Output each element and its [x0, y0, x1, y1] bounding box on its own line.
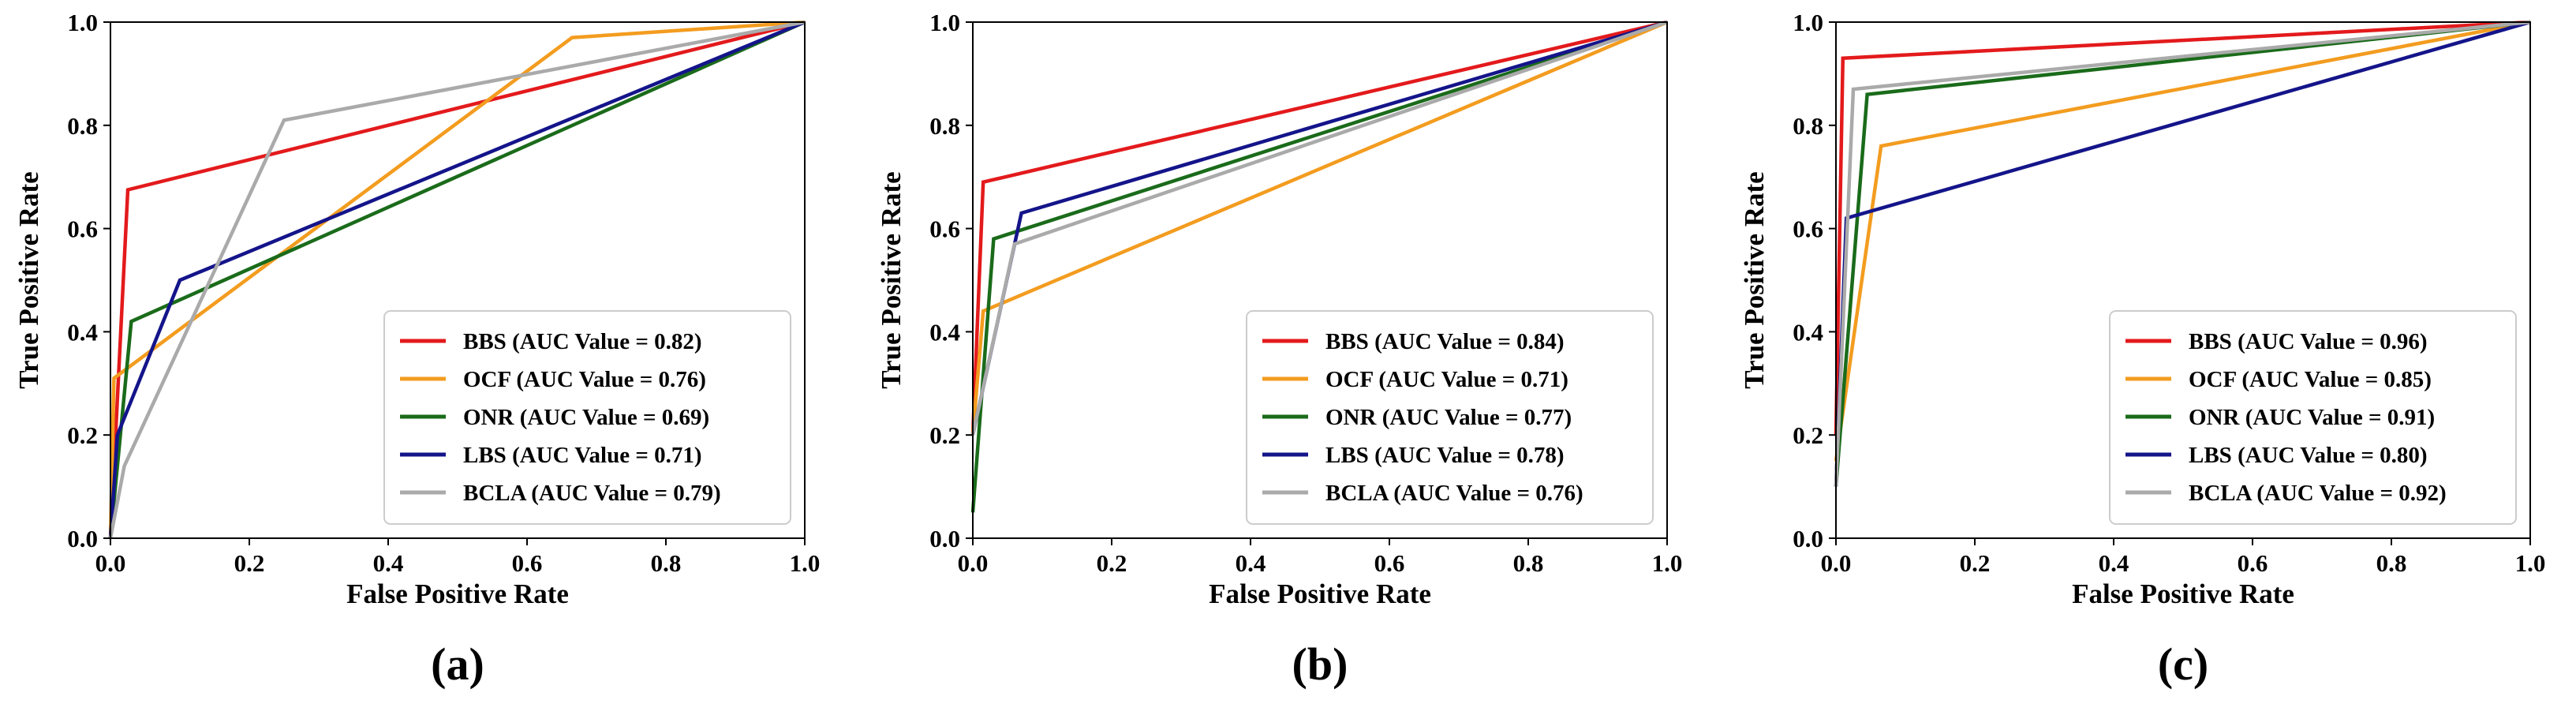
- legend-box-a: [383, 310, 791, 525]
- x-tick-label-c-5: 1.0: [2515, 549, 2546, 577]
- y-tick-label-c-1: 0.2: [1793, 421, 1823, 449]
- y-tick-label-b-3: 0.6: [929, 215, 960, 243]
- legend-label-b-1: OCF (AUC Value = 0.71): [1325, 367, 1568, 392]
- y-tick-label-c-3: 0.6: [1793, 215, 1823, 243]
- plot-frame-a: [110, 21, 806, 539]
- series-line-c-0: [1834, 20, 2531, 436]
- x-tick-label-a-0: 0.0: [95, 549, 126, 577]
- series-line-b-1: [970, 20, 1668, 436]
- legend-label-c-4: BCLA (AUC Value = 0.92): [2189, 481, 2447, 506]
- series-line-a-0: [108, 20, 806, 539]
- x-tick-label-b-1: 0.2: [1097, 549, 1127, 577]
- y-axis-title-a: True Positive Rate: [13, 171, 44, 388]
- series-line-a-1: [108, 20, 806, 539]
- legend-label-b-4: BCLA (AUC Value = 0.76): [1325, 481, 1583, 506]
- y-tick-label-a-1: 0.2: [67, 421, 98, 449]
- y-tick-label-b-5: 1.0: [929, 9, 960, 36]
- legend-label-a-4: BCLA (AUC Value = 0.79): [463, 481, 721, 506]
- x-tick-label-a-4: 0.8: [651, 549, 682, 577]
- y-tick-label-b-1: 0.2: [929, 421, 960, 449]
- series-line-a-3: [108, 20, 806, 539]
- chart-panel-b: 0.0 0.2 0.4 0.6 0.8 1.0 0.0 0.2 0.4 0.6 0.8 1.0 Fals…: [862, 0, 1699, 715]
- plot-frame-b: [972, 21, 1668, 539]
- x-tick-label-c-4: 0.8: [2376, 549, 2407, 577]
- x-tick-label-a-5: 1.0: [790, 549, 821, 577]
- series-line-a-2: [108, 20, 806, 539]
- legend-label-c-0: BBS (AUC Value = 0.96): [2189, 329, 2428, 354]
- panel-label-a: (a): [431, 638, 484, 690]
- x-tick-label-a-3: 0.6: [512, 549, 543, 577]
- legend-label-c-2: ONR (AUC Value = 0.91): [2189, 405, 2435, 430]
- x-tick-label-a-2: 0.4: [373, 549, 404, 577]
- legend-box-c: [2109, 310, 2517, 525]
- legend-label-b-3: LBS (AUC Value = 0.78): [1325, 443, 1565, 468]
- legend-b: BBS (AUC Value = 0.84) OCF (AUC Value = 0…: [1246, 310, 1654, 525]
- legend-box-b: [1246, 310, 1654, 525]
- legend-label-a-2: ONR (AUC Value = 0.69): [463, 405, 709, 430]
- legend-c: BBS (AUC Value = 0.96) OCF (AUC Value = 0…: [2109, 310, 2517, 525]
- plot-frame-c: [1835, 21, 2531, 539]
- y-tick-label-c-4: 0.8: [1793, 112, 1823, 140]
- legend-label-a-1: OCF (AUC Value = 0.76): [463, 367, 706, 392]
- y-tick-label-c-0: 0.0: [1793, 525, 1823, 552]
- x-axis-title-b: False Positive Rate: [1209, 578, 1431, 609]
- x-tick-label-b-4: 0.8: [1513, 549, 1544, 577]
- x-tick-label-c-0: 0.0: [1821, 549, 1852, 577]
- y-tick-label-c-2: 0.4: [1793, 318, 1823, 346]
- y-tick-label-c-5: 1.0: [1793, 9, 1823, 36]
- y-tick-label-a-3: 0.6: [67, 215, 98, 243]
- series-line-b-2: [970, 20, 1668, 513]
- x-axis-title-c: False Positive Rate: [2072, 578, 2294, 609]
- legend-label-c-1: OCF (AUC Value = 0.85): [2189, 367, 2432, 392]
- panel-label-b: (b): [1292, 638, 1348, 690]
- series-line-a-4: [108, 20, 806, 539]
- x-tick-label-b-3: 0.6: [1374, 549, 1405, 577]
- y-tick-label-a-0: 0.0: [67, 525, 98, 552]
- series-line-c-2: [1834, 20, 2531, 487]
- y-tick-label-b-4: 0.8: [929, 112, 960, 140]
- y-axis-title-c: True Positive Rate: [1739, 171, 1770, 388]
- x-tick-label-c-2: 0.4: [2099, 549, 2129, 577]
- roc-chart-c: 0.0 0.2 0.4 0.6 0.8 1.0 0.0 0.2 0.4 0.6 0.8 1.0 Fals…: [1739, 9, 2546, 609]
- series-line-b-4: [970, 20, 1668, 436]
- x-tick-label-c-3: 0.6: [2238, 549, 2268, 577]
- legend-label-b-0: BBS (AUC Value = 0.84): [1325, 329, 1565, 354]
- chart-panel-a: 0.0 0.2 0.4 0.6 0.8 1.0 0.0 0.2 0.4 0.6 0.8 1.0 Fals…: [0, 0, 836, 715]
- roc-chart-a: 0.0 0.2 0.4 0.6 0.8 1.0 0.0 0.2 0.4 0.6 0.8 1.0 Fals…: [13, 9, 821, 609]
- roc-chart-b: 0.0 0.2 0.4 0.6 0.8 1.0 0.0 0.2 0.4 0.6 0.8 1.0 Fals…: [876, 9, 1683, 609]
- y-tick-label-a-4: 0.8: [67, 112, 98, 140]
- legend-label-a-0: BBS (AUC Value = 0.82): [463, 329, 702, 354]
- legend-a: BBS (AUC Value = 0.82) OCF (AUC Value = 0…: [383, 310, 791, 525]
- series-line-c-4: [1834, 20, 2531, 487]
- x-tick-label-b-5: 1.0: [1652, 549, 1683, 577]
- y-axis-title-b: True Positive Rate: [876, 171, 907, 388]
- x-tick-label-a-1: 0.2: [234, 549, 265, 577]
- y-tick-label-b-0: 0.0: [929, 525, 960, 552]
- y-tick-label-a-2: 0.4: [67, 318, 98, 346]
- legend-label-b-2: ONR (AUC Value = 0.77): [1325, 405, 1572, 430]
- legend-label-a-3: LBS (AUC Value = 0.71): [463, 443, 702, 468]
- series-line-c-1: [1834, 20, 2531, 462]
- x-axis-title-a: False Positive Rate: [346, 578, 569, 609]
- y-tick-label-b-2: 0.4: [929, 318, 960, 346]
- panel-label-c: (c): [2157, 638, 2209, 690]
- x-tick-label-b-2: 0.4: [1236, 549, 1266, 577]
- legend-label-c-3: LBS (AUC Value = 0.80): [2189, 443, 2428, 468]
- x-tick-label-c-1: 0.2: [1960, 549, 1991, 577]
- y-tick-label-a-5: 1.0: [67, 9, 98, 36]
- series-line-b-0: [970, 20, 1668, 436]
- chart-panel-c: 0.0 0.2 0.4 0.6 0.8 1.0 0.0 0.2 0.4 0.6 0.8 1.0 Fals…: [1725, 0, 2562, 715]
- x-tick-label-b-0: 0.0: [958, 549, 989, 577]
